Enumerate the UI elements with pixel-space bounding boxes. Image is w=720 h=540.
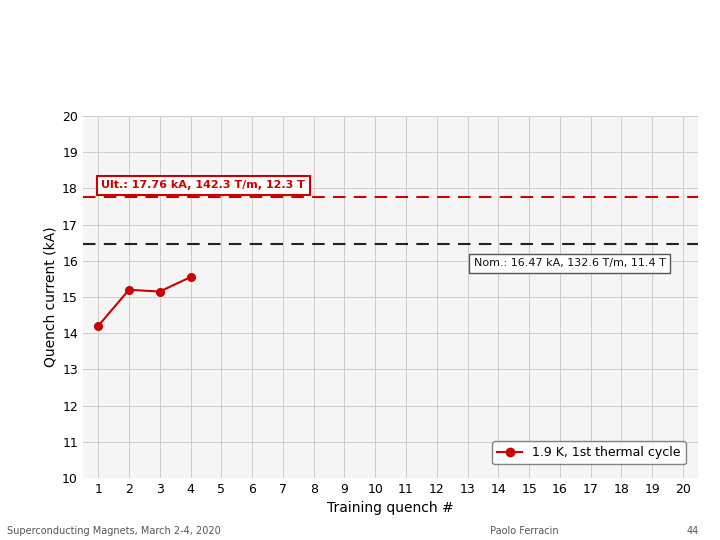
Text: BERKELEY: BERKELEY xyxy=(11,8,66,18)
Y-axis label: Quench current (kA): Quench current (kA) xyxy=(44,227,58,367)
Text: First test of HiLumi Nb$_3$Sn IR quadrupole: First test of HiLumi Nb$_3$Sn IR quadrup… xyxy=(204,64,588,86)
X-axis label: Training quench #: Training quench # xyxy=(327,501,454,515)
Legend: 1.9 K, 1st thermal cycle: 1.9 K, 1st thermal cycle xyxy=(492,441,686,464)
Text: Nom.: 16.47 kA, 132.6 T/m, 11.4 T: Nom.: 16.47 kA, 132.6 T/m, 11.4 T xyxy=(474,258,665,268)
Text: Superconducting Magnets, March 2-4, 2020: Superconducting Magnets, March 2-4, 2020 xyxy=(7,525,221,536)
Text: Ult.: 17.76 kA, 142.3 T/m, 12.3 T: Ult.: 17.76 kA, 142.3 T/m, 12.3 T xyxy=(102,180,305,190)
Text: LAB: LAB xyxy=(11,38,32,48)
Text: Paolo Ferracin: Paolo Ferracin xyxy=(490,525,558,536)
Text: 44: 44 xyxy=(686,525,698,536)
Text: MQXFS01 test: MQXFS01 test xyxy=(308,16,484,38)
